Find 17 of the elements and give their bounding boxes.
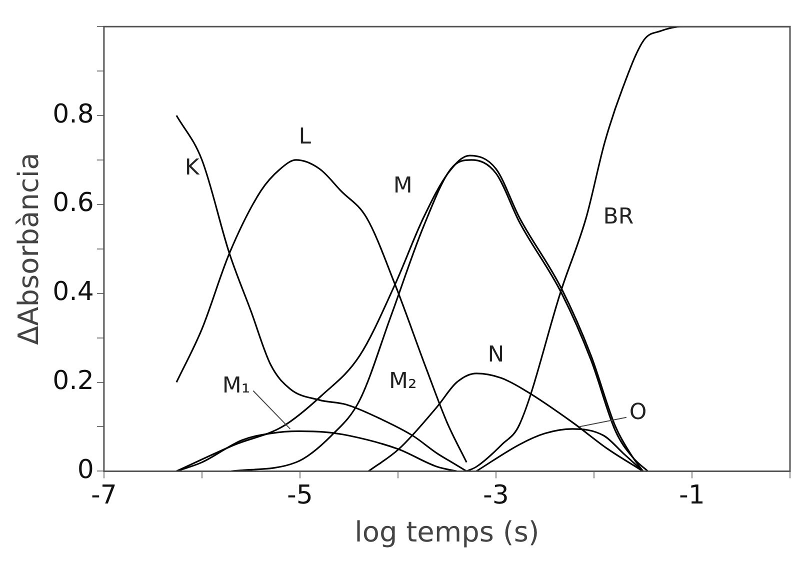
x-axis-title: log temps (s) — [354, 515, 540, 548]
series-label: BR — [603, 204, 634, 230]
y-tick-label: 0.8 — [52, 99, 94, 130]
series-label: L — [298, 124, 312, 150]
x-tick-label: -5 — [286, 480, 313, 511]
series-label: M — [393, 173, 412, 198]
series-label: M₂ — [388, 369, 417, 394]
series-label: O — [629, 400, 647, 426]
y-axis-title: ΔAbsorbància — [12, 152, 46, 346]
series-label: N — [488, 342, 504, 368]
y-tick-label: 0.2 — [52, 366, 94, 396]
y-tick-label: 0.4 — [52, 277, 94, 308]
x-tick-label: -1 — [679, 480, 705, 511]
series-label: K — [184, 156, 200, 181]
x-tick-label: -3 — [483, 480, 509, 511]
series-label: M₁ — [222, 373, 250, 398]
y-tick-label: 0.6 — [52, 188, 94, 218]
